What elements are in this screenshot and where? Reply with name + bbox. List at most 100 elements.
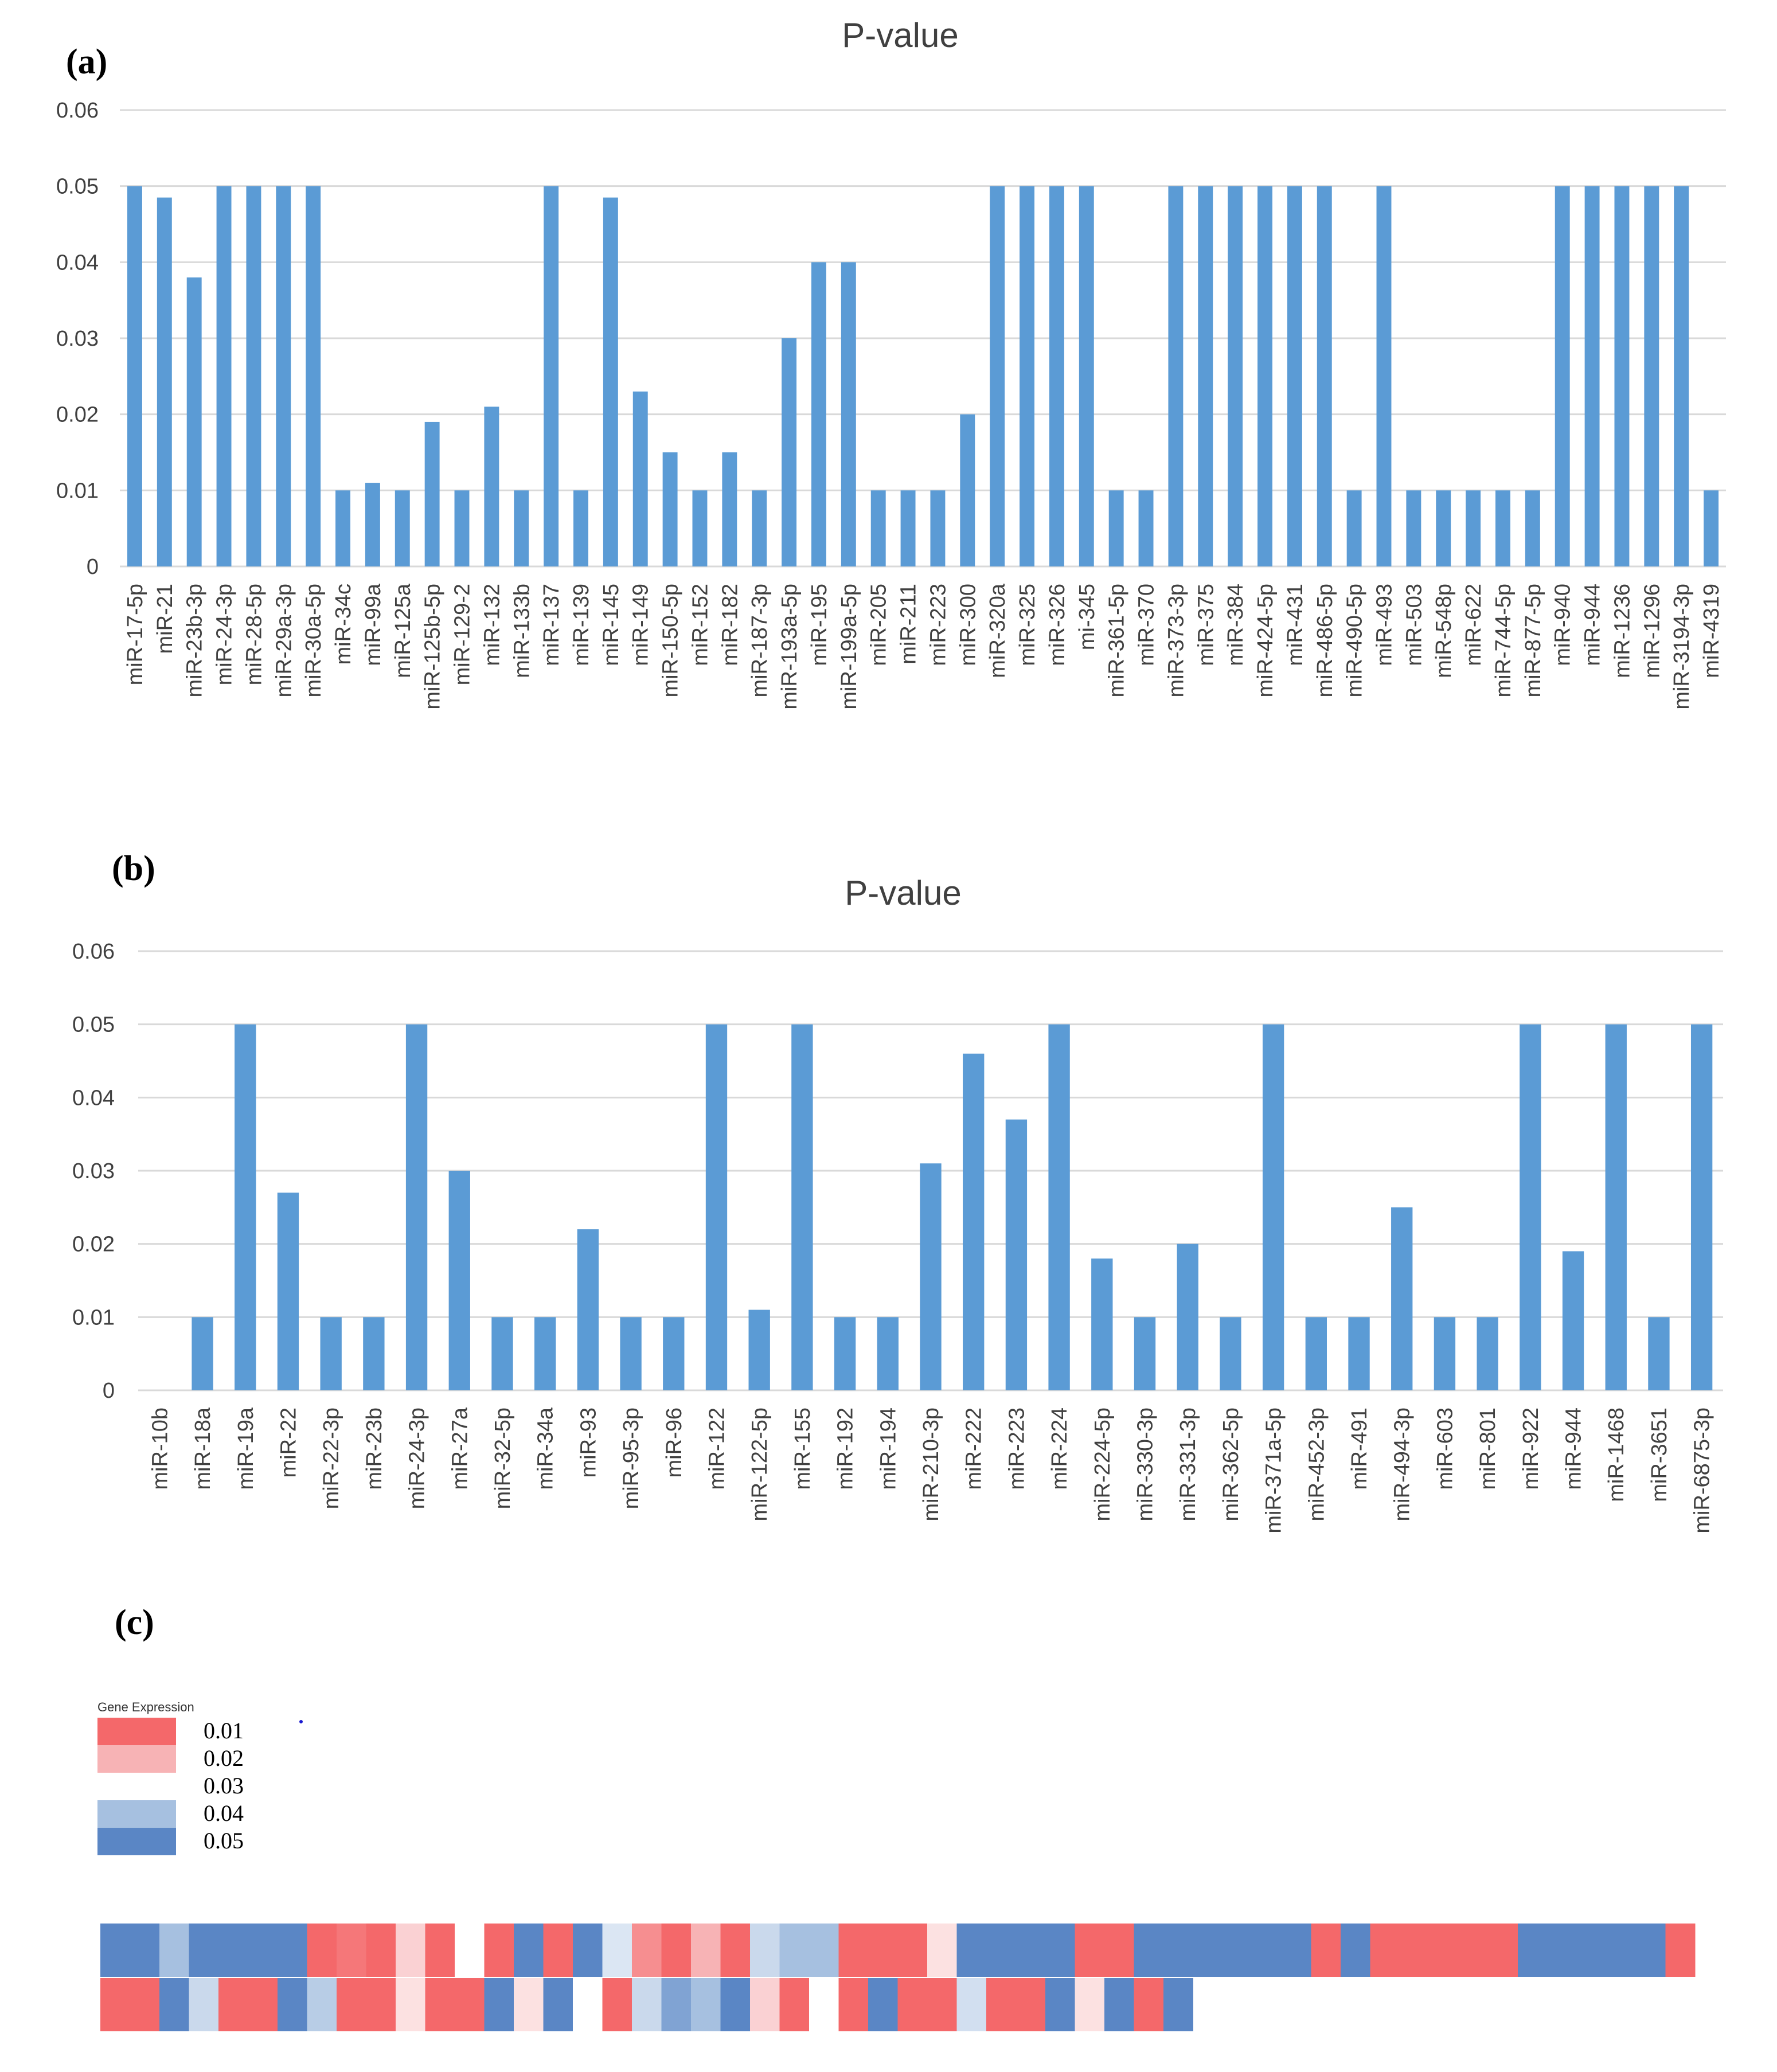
- heatmap-cell: [1104, 1978, 1134, 2031]
- y-tick-label: 0.03: [56, 327, 99, 351]
- x-tick-label: miR-325: [1016, 584, 1040, 666]
- heatmap-cell: [100, 1924, 130, 1977]
- bar: [1525, 490, 1540, 566]
- heatmap-cell: [1134, 1924, 1164, 1977]
- x-tick-label: miR-122: [705, 1408, 729, 1490]
- x-tick-label: miR-23b-3p: [183, 584, 207, 698]
- panel-b-title: P-value: [845, 874, 961, 912]
- bar: [1220, 1317, 1241, 1390]
- bar: [1287, 186, 1302, 567]
- bar: [448, 1171, 470, 1390]
- heatmap-cell: [1223, 1924, 1252, 1977]
- bar: [1168, 186, 1184, 567]
- x-tick-label: miR-3651: [1647, 1408, 1671, 1502]
- heatmap-cell: [248, 1924, 278, 1977]
- x-tick-label: miR-29a-3p: [272, 584, 296, 698]
- heatmap-cell: [425, 1978, 455, 2031]
- heatmap-cell: [366, 1978, 396, 2031]
- y-tick-label: 0.01: [72, 1305, 115, 1330]
- x-tick-label: miR-1236: [1610, 584, 1634, 678]
- legend-swatch: [97, 1800, 176, 1828]
- bar: [791, 1024, 813, 1390]
- heatmap-cell: [337, 1978, 366, 2031]
- heatmap-cell: [1665, 1924, 1696, 1977]
- legend-label: 0.04: [204, 1800, 244, 1826]
- x-tick-label: miR-194: [876, 1408, 900, 1490]
- x-tick-label: miR-330-3p: [1134, 1408, 1158, 1522]
- heatmap-cell: [779, 1924, 810, 1977]
- panel-b-label: (b): [112, 849, 155, 888]
- x-tick-label: miR-320a: [986, 583, 1010, 678]
- heatmap-cell: [1341, 1924, 1370, 1977]
- heatmap-cell: [455, 1924, 485, 1977]
- x-tick-label: miR-223: [926, 584, 950, 666]
- bar: [277, 1193, 299, 1390]
- bar: [841, 262, 856, 566]
- panel-c-label: (c): [115, 1603, 154, 1642]
- heatmap-cell: [927, 1924, 957, 1977]
- y-tick-label: 0.04: [72, 1086, 115, 1110]
- legend-swatch: [97, 1718, 176, 1745]
- heatmap-cell: [868, 1924, 898, 1977]
- bar: [900, 490, 916, 566]
- x-tick-label: miR-622: [1462, 584, 1486, 666]
- panel-b: (b) P-value 0 0.01 0.02 0.03 0.04 0.05 0.06 mi…: [72, 849, 1723, 1534]
- bar: [632, 391, 648, 566]
- bar: [1477, 1317, 1498, 1390]
- y-tick-label: 0.03: [72, 1159, 115, 1183]
- x-tick-label: miR-494-3p: [1391, 1408, 1415, 1522]
- bar: [1177, 1244, 1198, 1390]
- bar: [1436, 490, 1451, 566]
- x-tick-label: miR-10b: [148, 1408, 172, 1490]
- heatmap-cell: [1547, 1924, 1577, 1977]
- bar: [722, 452, 737, 566]
- x-tick-label: miR-331-3p: [1176, 1408, 1200, 1522]
- x-tick-label: miR-944: [1562, 1408, 1586, 1490]
- x-tick-label: miR-96: [662, 1408, 686, 1477]
- x-tick-label: miR-133b: [510, 584, 534, 678]
- bar: [1614, 186, 1630, 567]
- x-tick-label: miR-150-5p: [659, 584, 683, 698]
- y-tick-label: 0: [103, 1379, 115, 1403]
- heatmap-cell: [1459, 1924, 1489, 1977]
- bar: [960, 414, 975, 566]
- heatmap-legend: 0.010.020.030.040.05: [97, 1718, 244, 1855]
- heatmap-cell: [189, 1978, 219, 2031]
- heatmap-cell: [1075, 1978, 1105, 2031]
- x-tick-label: miR-375: [1194, 584, 1218, 666]
- bar: [920, 1163, 942, 1390]
- x-tick-label: miR-223: [1005, 1408, 1029, 1490]
- x-tick-label: miR-27a: [448, 1407, 472, 1490]
- bar: [491, 1317, 513, 1390]
- x-tick-label: miR-424-5p: [1253, 584, 1278, 698]
- heatmap-cell: [632, 1924, 662, 1977]
- heatmap-cell: [425, 1924, 455, 1977]
- heatmap-cell: [455, 1978, 485, 2031]
- heatmap-cell: [632, 1978, 662, 2031]
- x-tick-label: miR-361-5p: [1105, 584, 1129, 698]
- x-tick-label: miR-210-3p: [919, 1408, 943, 1522]
- x-tick-label: miR-326: [1045, 584, 1069, 666]
- heatmap-cell: [366, 1924, 396, 1977]
- heatmap-cell: [720, 1978, 751, 2031]
- x-tick-label: miR-28-5p: [242, 584, 266, 685]
- bar: [782, 338, 797, 566]
- heatmap-cell: [691, 1924, 721, 1977]
- panel-c: (c) Gene Expression 0.010.020.030.040.05: [97, 1603, 1696, 2031]
- x-tick-label: miR-1296: [1640, 584, 1664, 678]
- bar: [705, 1024, 728, 1390]
- heatmap-cell: [337, 1924, 366, 1977]
- heatmap-cell: [661, 1978, 692, 2031]
- heatmap-cell: [514, 1924, 544, 1977]
- x-tick-label: miR-99a: [361, 583, 385, 666]
- x-tick-label: miR-211: [897, 584, 921, 664]
- bar: [534, 1317, 556, 1390]
- x-tick-label: miR-125b-5p: [421, 584, 445, 710]
- heatmap-cell: [573, 1924, 603, 1977]
- bar: [544, 186, 559, 567]
- bar: [1466, 490, 1481, 566]
- heatmap: [100, 1924, 1696, 2031]
- legend-swatch: [97, 1828, 176, 1855]
- x-tick-label: miR-503: [1402, 584, 1426, 666]
- bar: [1198, 186, 1213, 567]
